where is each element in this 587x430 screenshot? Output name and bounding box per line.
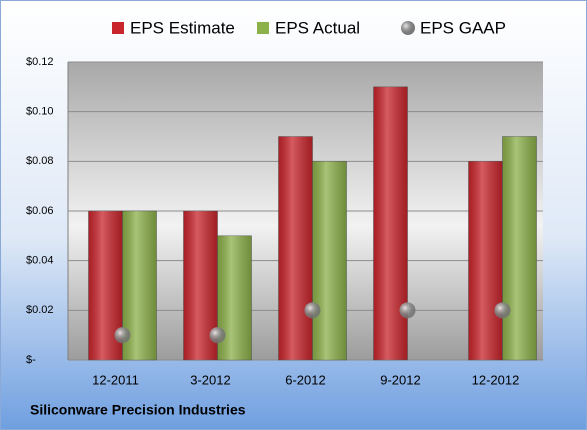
marker-shine [209, 327, 226, 344]
legend-marker [257, 22, 269, 34]
x-tick-label: 12-2011 [92, 372, 139, 387]
x-tick-label: 3-2012 [190, 372, 230, 387]
x-tick-label: 6-2012 [285, 372, 325, 387]
y-tick-label: $0.12 [26, 56, 54, 68]
marker-shine [114, 327, 131, 344]
y-tick-label: $0.10 [26, 106, 54, 118]
y-tick-label: $- [26, 354, 36, 366]
y-tick-label: $0.04 [26, 255, 54, 267]
y-tick-label: $0.02 [26, 304, 54, 316]
bar-shine [502, 136, 537, 360]
marker-shine [399, 302, 416, 319]
y-tick-label: $0.08 [26, 155, 54, 167]
footer: Siliconware Precision Industries [30, 402, 246, 418]
x-tick-label: 12-2012 [472, 372, 520, 387]
y-tick-label: $0.06 [26, 205, 54, 217]
marker-shine [494, 302, 511, 319]
marker-shine [304, 302, 321, 319]
x-tick-label: 9-2012 [380, 372, 420, 387]
legend-label: EPS Estimate [130, 18, 235, 37]
legend-marker [112, 22, 124, 34]
bar-shine [217, 235, 252, 360]
legend-marker-shine [401, 21, 415, 35]
bar-shine [278, 136, 313, 360]
bar-shine [468, 161, 503, 360]
legend-label: EPS GAAP [420, 18, 506, 37]
bar-shine [373, 86, 408, 360]
bar-shine [312, 161, 347, 360]
legend-label: EPS Actual [275, 18, 360, 37]
